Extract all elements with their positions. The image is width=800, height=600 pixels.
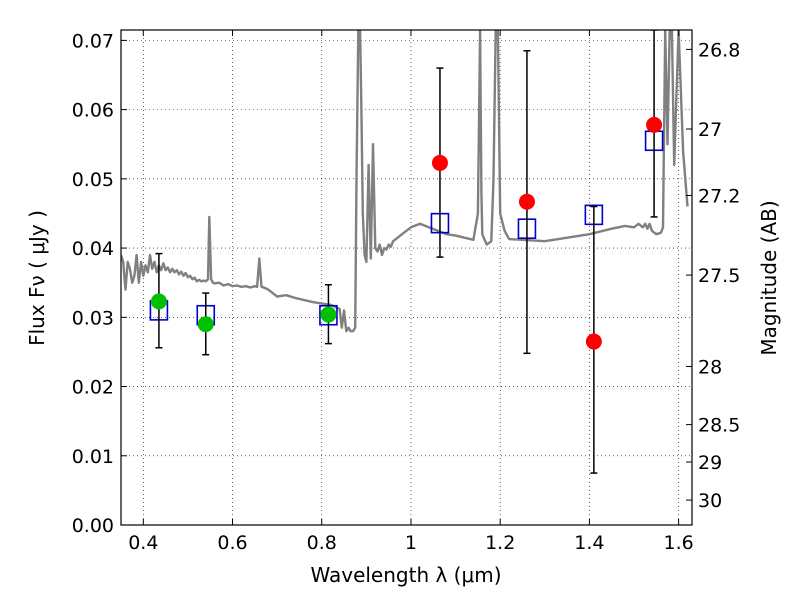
- plot-area: [121, 30, 692, 525]
- observed-flux-point: [431, 154, 448, 171]
- y2-axis-label: Magnitude (AB): [757, 200, 781, 355]
- y2-tick-label: 28.5: [698, 415, 740, 437]
- x-tick-label: 1.6: [664, 532, 694, 554]
- observed-flux-point: [585, 333, 602, 350]
- y2-tick-label: 27.5: [698, 265, 740, 287]
- y-tick-label: 0.04: [72, 238, 114, 260]
- y2-tick-label: 29: [698, 452, 722, 474]
- x-tick-label: 1.2: [485, 532, 515, 554]
- x-tick-label: 0.6: [217, 532, 247, 554]
- y-tick-label: 0.06: [72, 100, 114, 122]
- y2-tick-label: 27.2: [698, 185, 740, 207]
- observed-flux-point: [150, 293, 167, 310]
- observed-flux-point: [518, 193, 535, 210]
- y-tick-label: 0.00: [72, 515, 114, 537]
- tick-layer: 0.4 0.6 0.8 1 1.2 1.4 1.6 0.00 0.01 0.02 0.03 0.04 0…: [72, 30, 740, 554]
- grid: [121, 30, 692, 526]
- series-layer: [121, 30, 689, 474]
- y-tick-label: 0.01: [72, 446, 114, 468]
- observed-flux-point: [320, 306, 337, 323]
- x-tick-label: 0.4: [128, 532, 158, 554]
- x-tick-label: 0.8: [307, 532, 337, 554]
- x-tick-label: 1.4: [574, 532, 604, 554]
- y-axis-label: Flux Fν ( μJy ): [25, 210, 49, 346]
- y2-tick-label: 27: [698, 119, 722, 141]
- y-tick-label: 0.07: [72, 30, 114, 52]
- model-spectrum-line: [121, 30, 689, 333]
- plot-frame: [120, 29, 693, 526]
- x-tick-label: 1: [405, 532, 417, 554]
- y-tick-label: 0.05: [72, 169, 114, 191]
- y2-tick-label: 30: [698, 490, 722, 512]
- y-tick-label: 0.03: [72, 307, 114, 329]
- x-axis-label: Wavelength λ (μm): [310, 563, 501, 587]
- y2-tick-label: 28: [698, 356, 722, 378]
- observed-flux-point: [197, 316, 214, 333]
- observed-flux-point: [646, 116, 663, 133]
- y-tick-label: 0.02: [72, 377, 114, 399]
- y2-tick-label: 26.8: [698, 39, 740, 61]
